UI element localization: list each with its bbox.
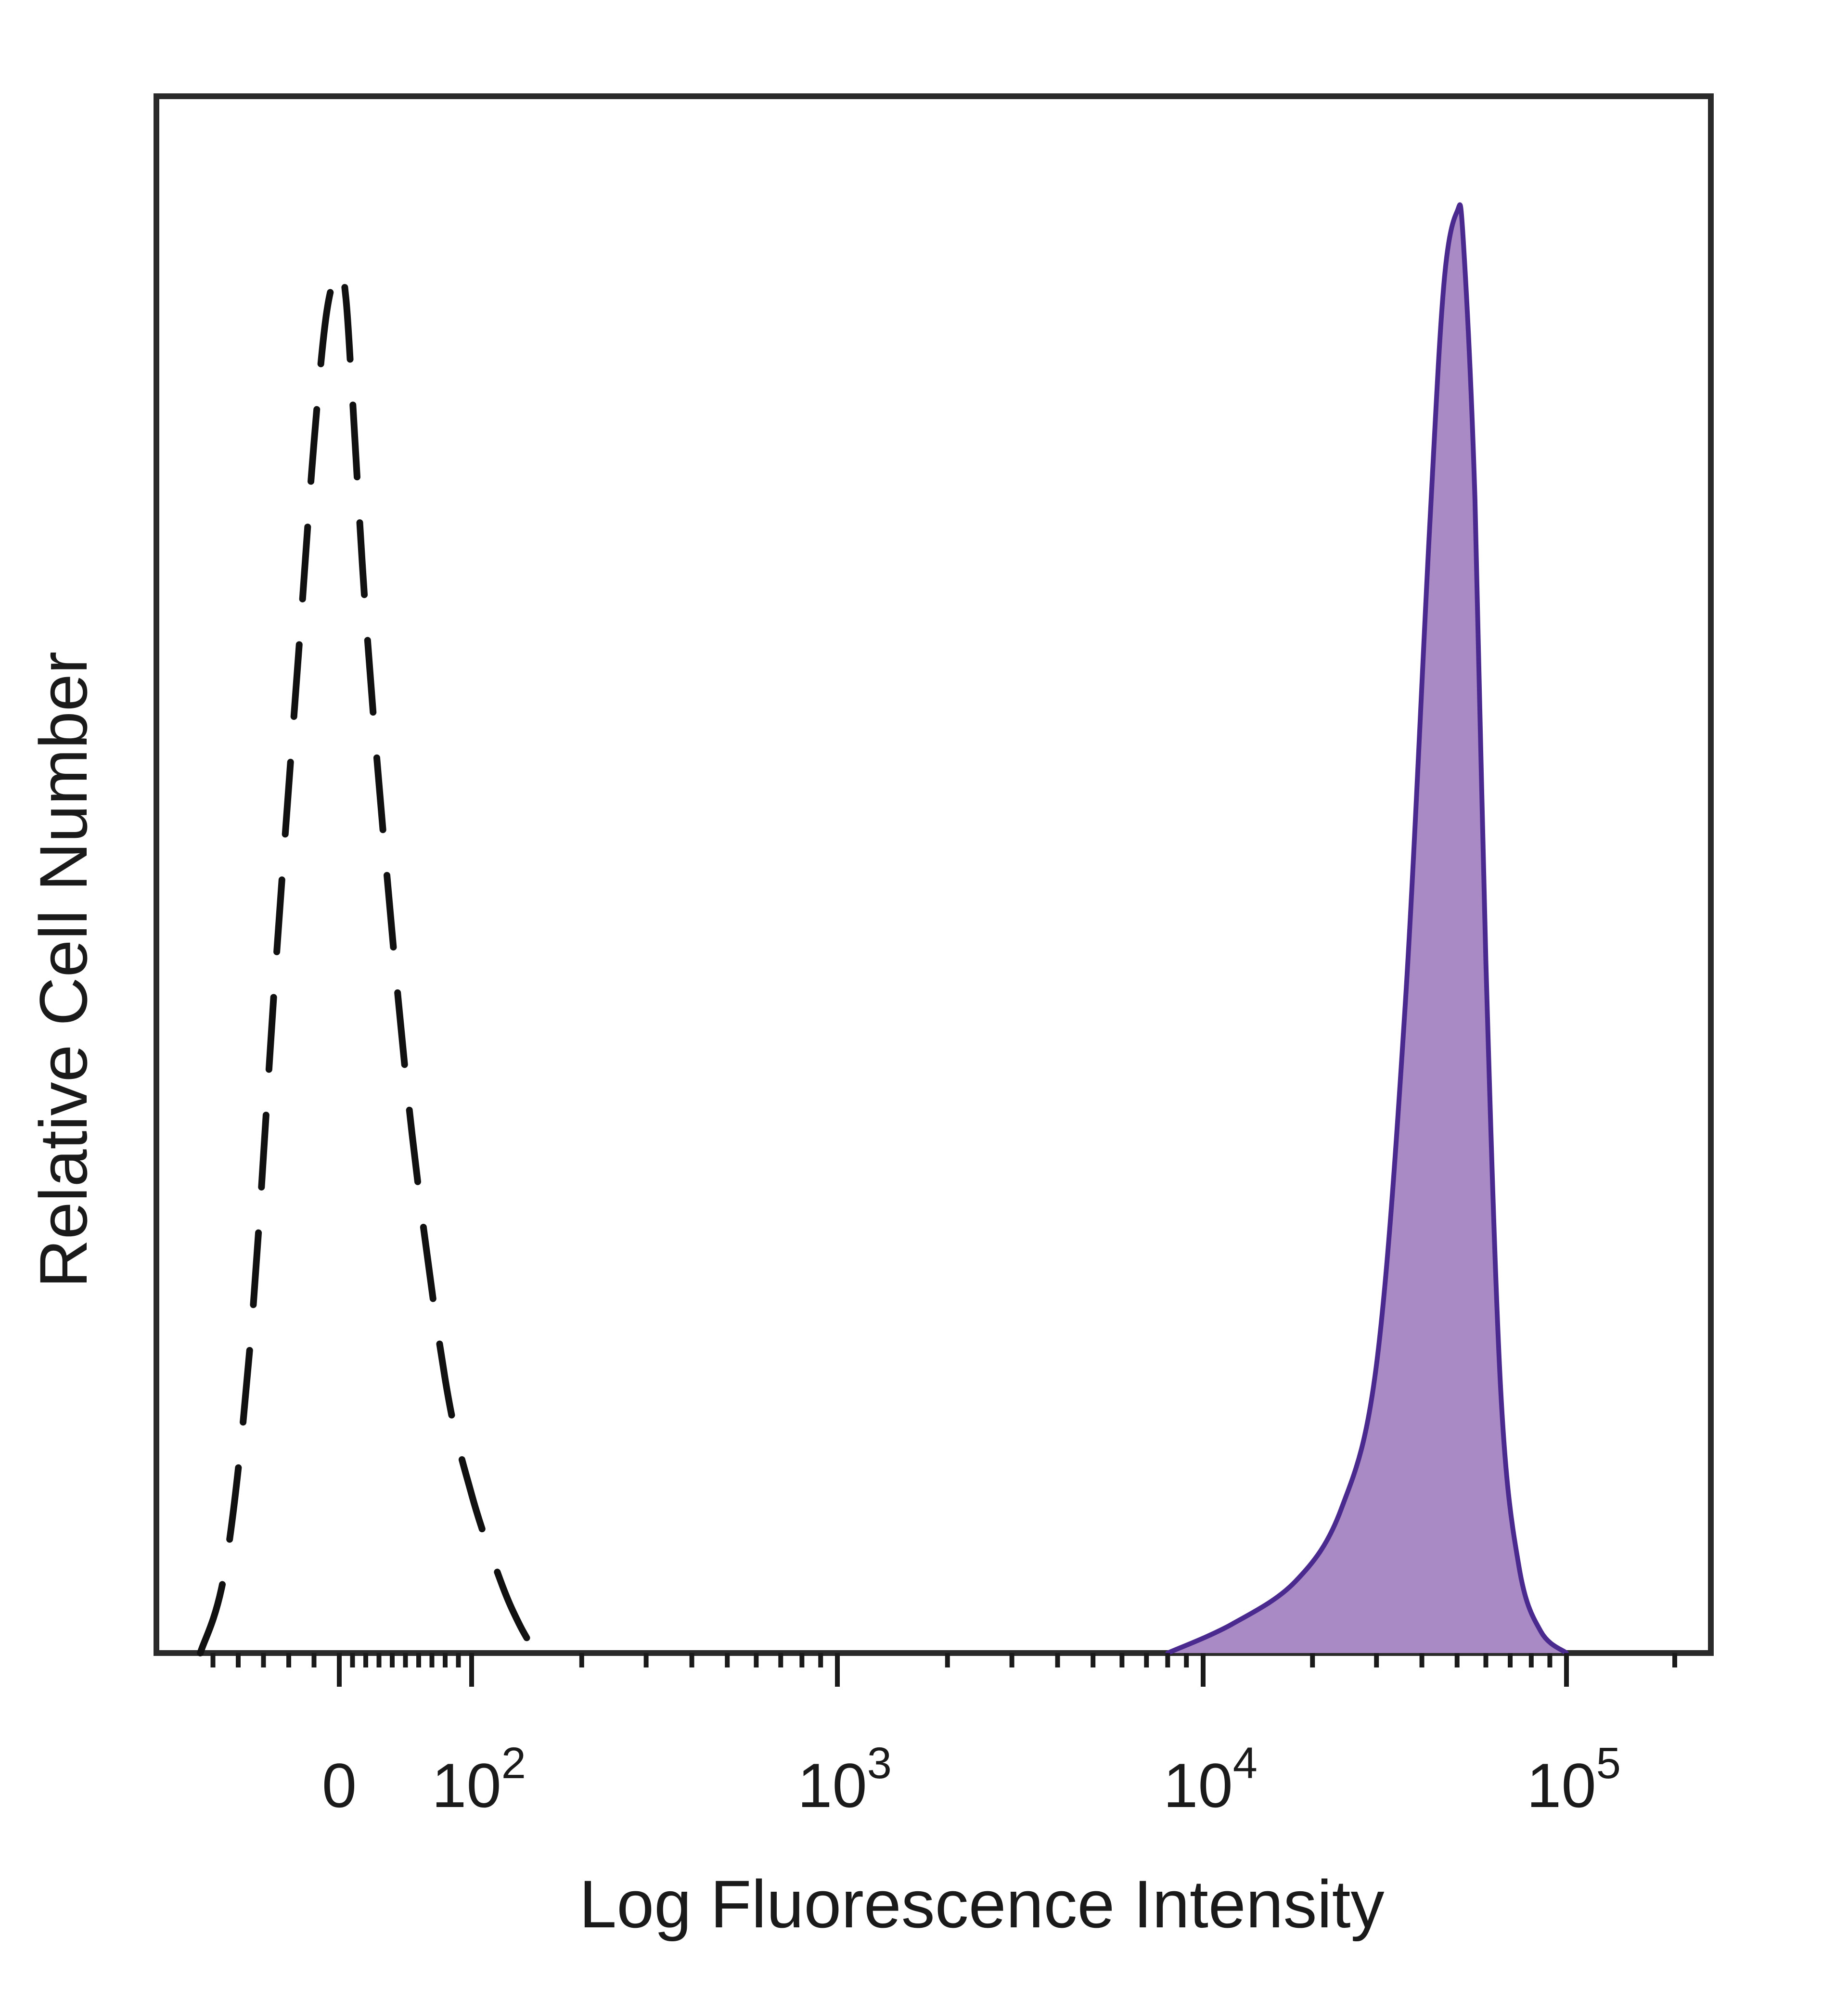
series-layer: [197, 202, 1569, 1656]
x-tick-label: 103: [797, 1739, 892, 1821]
x-axis-title: Log Fluorescence Intensity: [579, 1866, 1384, 1942]
y-axis-title: Relative Cell Number: [26, 652, 101, 1288]
x-tick-layer: 0 102 103 104 105: [210, 1653, 1677, 1821]
stained-histogram-line: [1165, 202, 1569, 1655]
x-tick-label: 104: [1163, 1739, 1258, 1821]
x-tick-label: 0: [322, 1750, 357, 1821]
x-tick-label: 102: [432, 1739, 526, 1821]
histogram-fill-1: [1168, 205, 1566, 1653]
x-tick-label: 105: [1527, 1739, 1621, 1821]
control-histogram-line: [197, 265, 539, 1656]
plot-frame: [154, 93, 1714, 1656]
